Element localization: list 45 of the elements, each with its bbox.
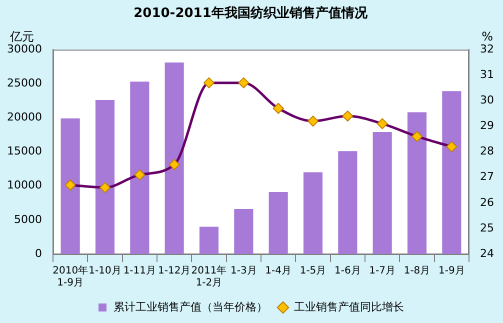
x-tick-label: 1-11月 (123, 266, 156, 277)
chart-title: 2010-2011年我国纺织业销售产值情况 (134, 5, 368, 22)
y-tick-label: 15000 (6, 144, 42, 158)
bar (407, 112, 427, 254)
bar (234, 209, 254, 254)
y-tick-label: 25000 (6, 76, 42, 90)
legend-label: 累计工业销售产值（当年价格） (114, 300, 268, 314)
bar (372, 132, 392, 254)
y-tick-label: 20000 (6, 110, 42, 124)
bar (95, 100, 115, 254)
y2-tick-label: 25 (480, 221, 494, 234)
y2-axis-title: % (482, 30, 493, 44)
bar (303, 172, 323, 254)
y-axis-title: 亿元 (9, 30, 34, 44)
x-tick-label: 1-4月 (265, 266, 292, 277)
bar (60, 118, 80, 254)
bar (442, 91, 462, 254)
y2-tick-label: 31 (480, 68, 494, 82)
y-tick-label: 0 (34, 246, 42, 260)
x-tick-label: 1-9月 (438, 266, 465, 277)
bar (164, 62, 184, 254)
x-tick-label: 2011年 1-2月 (191, 264, 227, 289)
x-tick-label: 1-10月 (88, 266, 122, 277)
x-tick-label: 2010年 1-9月 (52, 264, 88, 289)
x-tick-label: 1-6月 (334, 266, 361, 277)
bar (199, 226, 219, 254)
x-tick-label: 1-7月 (369, 266, 396, 277)
legend-label: 工业销售产值同比增长 (294, 300, 404, 314)
y2-tick-label: 29 (480, 119, 494, 132)
y2-tick-label: 27 (480, 170, 494, 184)
bar (130, 82, 150, 254)
y2-tick-label: 28 (480, 144, 494, 158)
y2-tick-label: 30 (480, 94, 494, 107)
y-tick-label: 5000 (14, 212, 42, 226)
x-tick-label: 1-5月 (300, 266, 326, 277)
bar (338, 151, 358, 254)
x-tick-label: 1-3月 (230, 266, 257, 277)
y-tick-label: 10000 (6, 178, 42, 192)
x-tick-label: 1-8月 (404, 266, 430, 277)
y2-tick-label: 26 (480, 196, 494, 209)
y2-tick-label: 24 (480, 246, 494, 260)
y2-tick-label: 32 (480, 42, 494, 56)
y-tick-label: 30000 (6, 42, 42, 56)
x-tick-label: 1-12月 (158, 266, 191, 277)
bar (268, 192, 288, 254)
